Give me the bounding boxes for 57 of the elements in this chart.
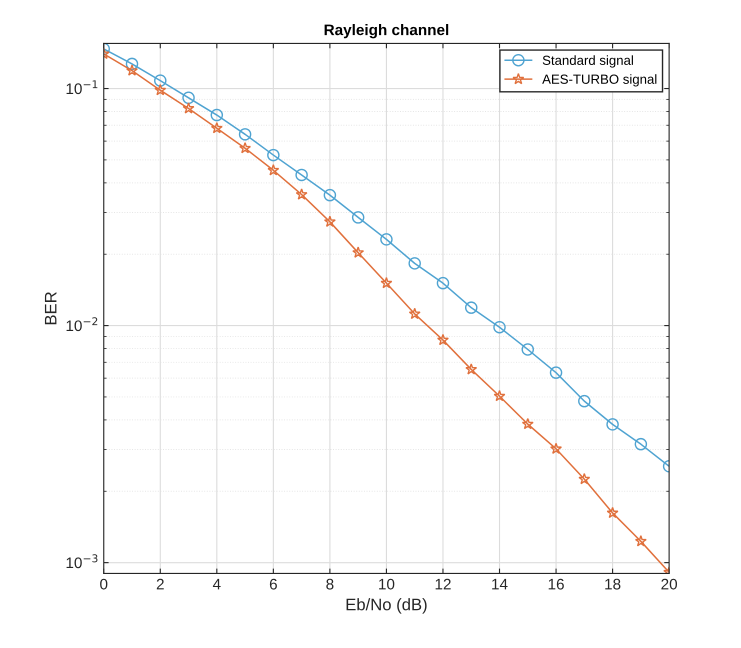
point bbox=[295, 168, 308, 182]
point bbox=[634, 535, 647, 547]
point bbox=[267, 164, 280, 176]
x-tick-label: 6 bbox=[270, 578, 277, 590]
x-tick-label: 16 bbox=[548, 578, 564, 590]
x-tick-label: 8 bbox=[326, 578, 334, 590]
point bbox=[380, 233, 393, 246]
y-tick-label: 10$^{−2}$ bbox=[66, 317, 98, 332]
point bbox=[182, 102, 195, 114]
point bbox=[267, 148, 280, 162]
point bbox=[522, 418, 534, 430]
point bbox=[126, 58, 138, 70]
y-tick-label: 10$^{−3}$ bbox=[66, 554, 98, 568]
point bbox=[493, 320, 506, 334]
x-tick-label: 20 bbox=[661, 578, 678, 590]
point bbox=[606, 418, 619, 431]
point bbox=[239, 142, 252, 154]
legend-label: Standard signal bbox=[542, 55, 633, 68]
x-tick-label: 18 bbox=[605, 578, 620, 590]
point bbox=[578, 472, 590, 484]
x-tick-label: 4 bbox=[212, 578, 221, 590]
point bbox=[494, 390, 506, 402]
x-tick-label: 12 bbox=[436, 578, 451, 590]
point bbox=[606, 506, 619, 518]
point bbox=[296, 188, 308, 200]
point bbox=[522, 343, 534, 356]
legend-label: AES-TURBO signal bbox=[542, 74, 656, 86]
point bbox=[408, 308, 421, 320]
x-tick-label: 2 bbox=[156, 578, 164, 590]
point bbox=[578, 394, 591, 408]
chart-title: Rayleigh channel bbox=[324, 24, 448, 38]
point bbox=[634, 438, 648, 450]
point bbox=[436, 276, 450, 290]
y-axis-title: BER bbox=[44, 292, 56, 324]
point bbox=[464, 301, 478, 314]
point bbox=[182, 92, 195, 104]
point bbox=[238, 128, 252, 141]
x-axis-title: Eb/No (dB) bbox=[346, 598, 427, 614]
point bbox=[465, 363, 478, 375]
point bbox=[154, 74, 167, 87]
x-tick-label: 10 bbox=[379, 578, 394, 590]
point bbox=[550, 366, 562, 379]
point bbox=[408, 257, 421, 270]
point bbox=[126, 64, 138, 76]
point bbox=[436, 334, 449, 346]
point bbox=[210, 108, 224, 122]
point bbox=[324, 216, 336, 228]
point bbox=[380, 276, 392, 288]
point bbox=[324, 188, 336, 202]
point bbox=[352, 211, 364, 224]
x-tick-label: 14 bbox=[492, 578, 508, 590]
point bbox=[550, 442, 562, 454]
point bbox=[352, 246, 364, 258]
point bbox=[154, 84, 166, 96]
point bbox=[210, 122, 223, 134]
y-tick-label: 10$^{−1}$ bbox=[66, 80, 98, 94]
x-tick-label: 0 bbox=[100, 578, 108, 590]
